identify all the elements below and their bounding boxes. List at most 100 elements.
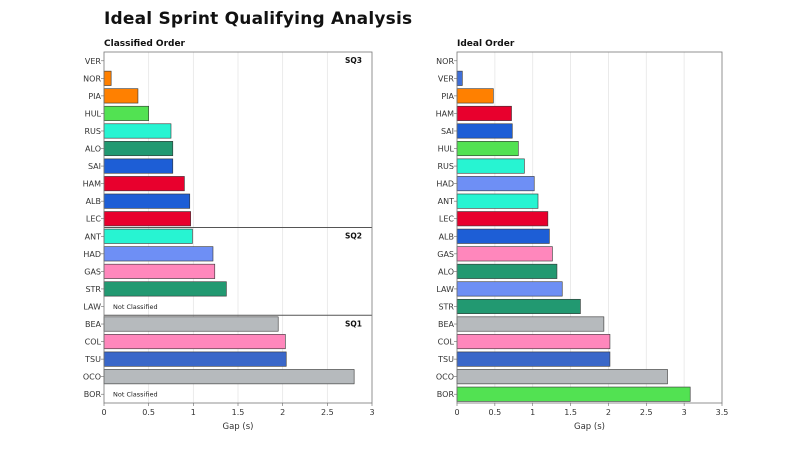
- x-tick-label: 0: [101, 408, 106, 417]
- bar-OCO: [103, 369, 355, 385]
- x-tick-label: 1: [191, 408, 196, 417]
- category-label: BEA: [438, 320, 455, 329]
- bar-RUS: [456, 158, 525, 174]
- category-label: LEC: [86, 215, 102, 224]
- bar-COL: [456, 334, 611, 350]
- category-label: COL: [85, 338, 102, 347]
- bar-ANT: [456, 193, 539, 209]
- category-label: STR: [85, 285, 101, 294]
- bar-PIA: [456, 88, 494, 104]
- category-label: ANT: [85, 232, 101, 241]
- category-label: ALO: [85, 145, 101, 154]
- annotation-note: Not Classified: [113, 391, 158, 399]
- x-tick-label: 0: [454, 408, 459, 417]
- bar-TSU: [103, 351, 287, 367]
- bar-HAM: [103, 176, 185, 192]
- category-label: NOR: [436, 57, 454, 66]
- bar-BEA: [103, 316, 279, 332]
- bar-ALB: [103, 193, 191, 209]
- bar-STR: [456, 298, 581, 314]
- category-label: RUS: [85, 127, 102, 136]
- category-label: VER: [438, 74, 455, 83]
- category-label: TSU: [437, 355, 454, 364]
- bar-ANT: [103, 228, 193, 244]
- category-label: OCO: [436, 373, 454, 382]
- category-label: TSU: [84, 355, 101, 364]
- category-label: HAM: [83, 180, 101, 189]
- category-label: HUL: [438, 145, 455, 154]
- bar-HUL: [456, 141, 519, 157]
- category-label: SAI: [441, 127, 454, 136]
- x-tick-label: 1.5: [232, 408, 245, 417]
- category-label: LAW: [436, 285, 454, 294]
- bar-STR: [103, 281, 227, 297]
- x-axis-label: Gap (s): [223, 422, 254, 432]
- bar-ALO: [456, 263, 558, 279]
- category-label: GAS: [437, 250, 454, 259]
- category-label: PIA: [88, 92, 101, 101]
- annotation-note: Not Classified: [113, 303, 158, 311]
- bar-PIA: [103, 88, 139, 104]
- x-tick-label: 3.5: [716, 408, 729, 417]
- category-label: ALO: [438, 267, 454, 276]
- category-label: SAI: [88, 162, 101, 171]
- category-label: BOR: [84, 390, 102, 399]
- bar-GAS: [456, 246, 553, 262]
- bar-BOR: [456, 386, 691, 402]
- x-tick-label: 0.5: [142, 408, 155, 417]
- x-tick-label: 2: [280, 408, 285, 417]
- category-label: HAM: [436, 109, 454, 118]
- chart-1-title: Classified Order: [104, 39, 186, 49]
- category-label: BOR: [437, 390, 455, 399]
- bar-BEA: [456, 316, 605, 332]
- category-label: ALB: [439, 232, 454, 241]
- category-label: VER: [85, 57, 102, 66]
- bar-OCO: [456, 369, 668, 385]
- bar-HUL: [103, 105, 149, 121]
- bar-HAM: [456, 105, 512, 121]
- session-label: SQ3: [345, 56, 362, 65]
- session-label: SQ1: [345, 319, 362, 328]
- plot-frame: [456, 51, 723, 404]
- bar-TSU: [456, 351, 611, 367]
- category-label: HAD: [436, 180, 454, 189]
- category-label: RUS: [438, 162, 455, 171]
- bar-RUS: [103, 123, 172, 139]
- x-axis-label: Gap (s): [574, 422, 605, 432]
- session-label: SQ2: [345, 232, 362, 241]
- category-label: NOR: [83, 74, 101, 83]
- x-tick-label: 3: [369, 408, 374, 417]
- x-tick-label: 3: [682, 408, 687, 417]
- category-label: HUL: [85, 109, 102, 118]
- bar-HAD: [456, 176, 535, 192]
- chart-2-title: Ideal Order: [457, 39, 515, 49]
- bar-ALB: [456, 228, 550, 244]
- category-label: GAS: [84, 267, 101, 276]
- category-label: LEC: [439, 215, 455, 224]
- category-label: STR: [438, 302, 454, 311]
- bar-LAW: [456, 281, 563, 297]
- category-label: HAD: [83, 250, 101, 259]
- bar-NOR: [103, 70, 112, 86]
- bar-GAS: [103, 263, 216, 279]
- x-tick-label: 1: [530, 408, 535, 417]
- category-label: LAW: [83, 302, 101, 311]
- bar-SAI: [103, 158, 174, 174]
- category-label: ALB: [86, 197, 101, 206]
- category-label: BEA: [85, 320, 102, 329]
- page-title: Ideal Sprint Qualifying Analysis: [104, 9, 413, 29]
- x-tick-label: 0.5: [488, 408, 501, 417]
- category-label: PIA: [441, 92, 454, 101]
- x-tick-label: 1.5: [564, 408, 577, 417]
- bar-COL: [103, 334, 286, 350]
- category-label: COL: [438, 338, 455, 347]
- category-label: ANT: [438, 197, 454, 206]
- bar-VER: [456, 70, 463, 86]
- bar-LEC: [456, 211, 549, 227]
- bar-HAD: [103, 246, 214, 262]
- bar-SAI: [456, 123, 513, 139]
